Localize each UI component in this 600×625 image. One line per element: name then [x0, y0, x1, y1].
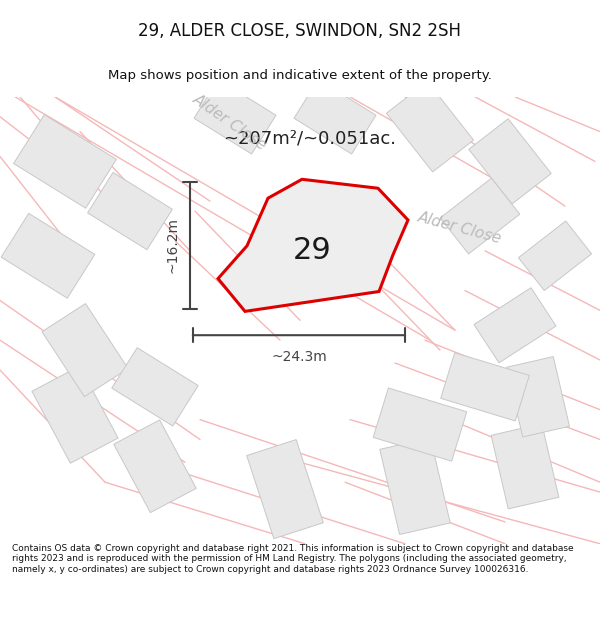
- Polygon shape: [506, 357, 569, 437]
- Polygon shape: [440, 178, 520, 254]
- Text: Alder Close: Alder Close: [416, 209, 503, 246]
- Polygon shape: [114, 420, 196, 512]
- Polygon shape: [32, 366, 118, 463]
- Polygon shape: [373, 388, 467, 461]
- Polygon shape: [218, 179, 408, 311]
- Text: 29, ALDER CLOSE, SWINDON, SN2 2SH: 29, ALDER CLOSE, SWINDON, SN2 2SH: [139, 22, 461, 40]
- Text: 29: 29: [293, 236, 331, 265]
- Polygon shape: [469, 119, 551, 204]
- Polygon shape: [88, 173, 172, 250]
- Polygon shape: [474, 288, 556, 363]
- Text: Alder Close: Alder Close: [190, 91, 269, 152]
- Text: Map shows position and indicative extent of the property.: Map shows position and indicative extent…: [108, 69, 492, 82]
- Text: ~207m²/~0.051ac.: ~207m²/~0.051ac.: [223, 129, 397, 148]
- Text: ~24.3m: ~24.3m: [271, 350, 327, 364]
- Polygon shape: [386, 81, 473, 172]
- Polygon shape: [194, 79, 276, 154]
- Polygon shape: [1, 213, 95, 298]
- Text: ~16.2m: ~16.2m: [166, 217, 180, 273]
- Polygon shape: [42, 304, 128, 397]
- Polygon shape: [112, 348, 198, 426]
- Polygon shape: [294, 79, 376, 154]
- Polygon shape: [14, 114, 116, 208]
- Text: Contains OS data © Crown copyright and database right 2021. This information is : Contains OS data © Crown copyright and d…: [12, 544, 574, 574]
- Polygon shape: [247, 439, 323, 539]
- Polygon shape: [440, 352, 529, 421]
- Polygon shape: [491, 424, 559, 509]
- Polygon shape: [380, 438, 450, 534]
- Polygon shape: [518, 221, 592, 291]
